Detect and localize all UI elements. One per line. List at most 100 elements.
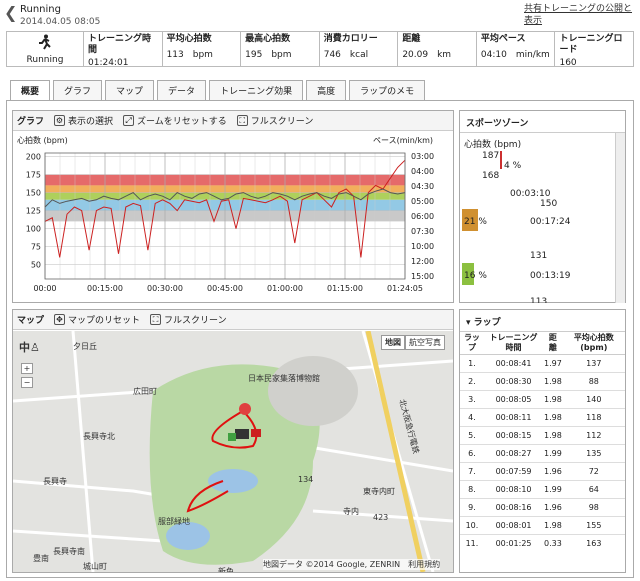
zone3-time: 00:13:19 xyxy=(530,271,571,281)
pace-tick-label: 04:00 xyxy=(411,167,434,176)
stat-6: トレーニングロード 160 xyxy=(554,32,633,68)
x-tick-label: 00:45:00 xyxy=(207,284,243,293)
lap-cell: 10. xyxy=(460,516,484,535)
table-row[interactable]: 5. 00:08:15 1.98 112 xyxy=(460,426,625,445)
hr-tick-label: 200 xyxy=(26,153,41,162)
lap-cell: 00:08:01 xyxy=(483,516,544,535)
laps-title-label: ラップ xyxy=(473,318,501,328)
pace-tick-label: 07:30 xyxy=(411,227,434,236)
sport-zone-scrollbar[interactable] xyxy=(615,133,625,303)
lap-cell: 00:08:10 xyxy=(483,480,544,499)
map-panel: マップ ✥ マップのリセット ⛶ フルスクリーン 中♙ + − 地図 航空写真 夕日… xyxy=(12,309,454,573)
graph-fullscreen-button[interactable]: ⛶ フルスクリーン xyxy=(236,114,314,127)
pace-tick-label: 15:00 xyxy=(411,272,434,281)
map-reset-icon: ✥ xyxy=(54,314,66,325)
lap-cell: 1.96 xyxy=(543,498,563,517)
hr-tick-label: 100 xyxy=(26,225,41,234)
table-row[interactable]: 7. 00:07:59 1.96 72 xyxy=(460,462,625,481)
lap-cell: 72 xyxy=(562,462,625,481)
map-type-satellite-button[interactable]: 航空写真 xyxy=(405,335,445,350)
table-row[interactable]: 8. 00:08:10 1.99 64 xyxy=(460,480,625,499)
table-row[interactable]: 2. 00:08:30 1.98 88 xyxy=(460,372,625,391)
select-display-button[interactable]: ⚙ 表示の選択 xyxy=(54,114,113,127)
lap-cell: 140 xyxy=(562,390,625,409)
tab-4[interactable]: トレーニング効果 xyxy=(209,80,304,100)
lap-cell: 00:08:41 xyxy=(483,354,544,373)
hr-tick-label: 75 xyxy=(31,243,41,252)
collapse-icon[interactable]: ▾ xyxy=(466,318,474,328)
x-tick-label: 00:00 xyxy=(33,284,56,293)
place-label: 広田町 xyxy=(133,387,157,396)
lap-cell: 1.98 xyxy=(543,390,563,409)
zoom-in-button[interactable]: + xyxy=(21,363,33,374)
table-row[interactable]: 11. 00:01:25 0.33 163 xyxy=(460,534,625,553)
table-row[interactable]: 1. 00:08:41 1.97 137 xyxy=(460,354,625,373)
reset-zoom-button[interactable]: ⤢ ズームをリセットする xyxy=(123,114,227,127)
stat-value: 01:24:01 xyxy=(88,58,129,68)
lap-cell: 1.97 xyxy=(543,354,563,373)
lap-cell: 6. xyxy=(460,444,484,463)
lap-cell: 155 xyxy=(562,516,625,535)
lap-cell: 1.98 xyxy=(543,516,563,535)
street-view-pegman-icon[interactable]: 中♙ xyxy=(19,341,40,354)
lap-cell: 98 xyxy=(562,498,625,517)
zone3-bar xyxy=(462,263,474,285)
lap-cell: 00:01:25 xyxy=(483,534,544,553)
map-canvas[interactable]: 中♙ + − 地図 航空写真 夕日丘 広田町 長興寺北 長興寺 日本民家集落博物館 服部緑… xyxy=(13,331,453,572)
share-link[interactable]: 共有トレーニングの公開と表示 xyxy=(524,4,633,26)
lap-cell: 1.98 xyxy=(543,408,563,427)
tab-5[interactable]: 高度 xyxy=(306,80,347,100)
map-fullscreen-button[interactable]: ⛶ フルスクリーン xyxy=(150,313,227,326)
map-fullscreen-label: フルスクリーン xyxy=(164,316,227,326)
table-row[interactable]: 10. 00:08:01 1.98 155 xyxy=(460,516,625,535)
lap-cell: 00:08:27 xyxy=(483,444,544,463)
zone2-time: 00:17:24 xyxy=(530,217,571,227)
stat-label: 最高心拍数 xyxy=(245,34,291,44)
lap-cell: 9. xyxy=(460,498,484,517)
lap-cell: 00:08:11 xyxy=(483,408,544,427)
map-type-map-button[interactable]: 地図 xyxy=(381,335,405,350)
stat-2: 最高心拍数 195 bpm xyxy=(240,32,319,66)
place-label: 423 xyxy=(373,513,389,522)
stat-5: 平均ペース 04:10 min/km xyxy=(475,32,555,66)
map-reset-button[interactable]: ✥ マップのリセット xyxy=(54,313,140,326)
stat-0: トレーニング時間 01:24:01 xyxy=(83,32,162,68)
lap-cell: 00:07:59 xyxy=(483,462,544,481)
hr-pace-chart[interactable]: 心拍数 (bpm) ペース(min/km) 200 175 150 125 100 75 50 0… xyxy=(13,131,453,301)
back-icon[interactable]: ❮ xyxy=(4,3,18,22)
table-row[interactable]: 9. 00:08:16 1.96 98 xyxy=(460,498,625,517)
table-row[interactable]: 3. 00:08:05 1.98 140 xyxy=(460,390,625,409)
laps-table: ラップ トレーニング時間 距離 平均心拍数 (bpm) 1. 00:08:41 1.97 13… xyxy=(460,332,625,553)
tab-6[interactable]: ラップのメモ xyxy=(349,80,426,100)
select-display-label: 表示の選択 xyxy=(68,117,114,127)
zone2-bar xyxy=(462,209,478,231)
fullscreen-icon: ⛶ xyxy=(150,314,162,325)
tab-1[interactable]: グラフ xyxy=(53,80,103,100)
tab-2[interactable]: マップ xyxy=(105,80,155,100)
table-row[interactable]: 4. 00:08:11 1.98 118 xyxy=(460,408,625,427)
tab-0[interactable]: 概要 xyxy=(10,80,51,101)
zone1-time: 00:03:10 xyxy=(510,189,551,199)
graph-fullscreen-label: フルスクリーン xyxy=(250,117,314,127)
hr-tick-label: 150 xyxy=(26,189,41,198)
lap-cell: 163 xyxy=(562,534,625,553)
lap-cell: 64 xyxy=(562,480,625,499)
lap-cell: 00:08:05 xyxy=(483,390,544,409)
stat-label: トレーニング時間 xyxy=(88,34,152,55)
zoom-out-button[interactable]: − xyxy=(21,377,33,388)
lap-cell: 3. xyxy=(460,390,484,409)
table-row[interactable]: 6. 00:08:27 1.99 135 xyxy=(460,444,625,463)
lap-cell: 2. xyxy=(460,372,484,391)
zone1-bar xyxy=(500,151,502,169)
place-label: 豊南 xyxy=(33,554,49,563)
graph-title: グラフ xyxy=(17,117,45,127)
laps-title: ▾ ラップ xyxy=(460,310,625,332)
zone2-pct: 21 % xyxy=(464,217,487,227)
tab-3[interactable]: データ xyxy=(157,80,207,100)
lap-cell: 135 xyxy=(562,444,625,463)
activity-type: Running xyxy=(7,32,83,66)
sport-zone-panel: スポーツゾーン 心拍数 (bpm) 187 4 % 168 00:03:10 1… xyxy=(459,110,626,303)
lap-cell: 1.96 xyxy=(543,462,563,481)
pace-tick-label: 05:00 xyxy=(411,197,434,206)
x-tick-label: 01:15:00 xyxy=(327,284,363,293)
